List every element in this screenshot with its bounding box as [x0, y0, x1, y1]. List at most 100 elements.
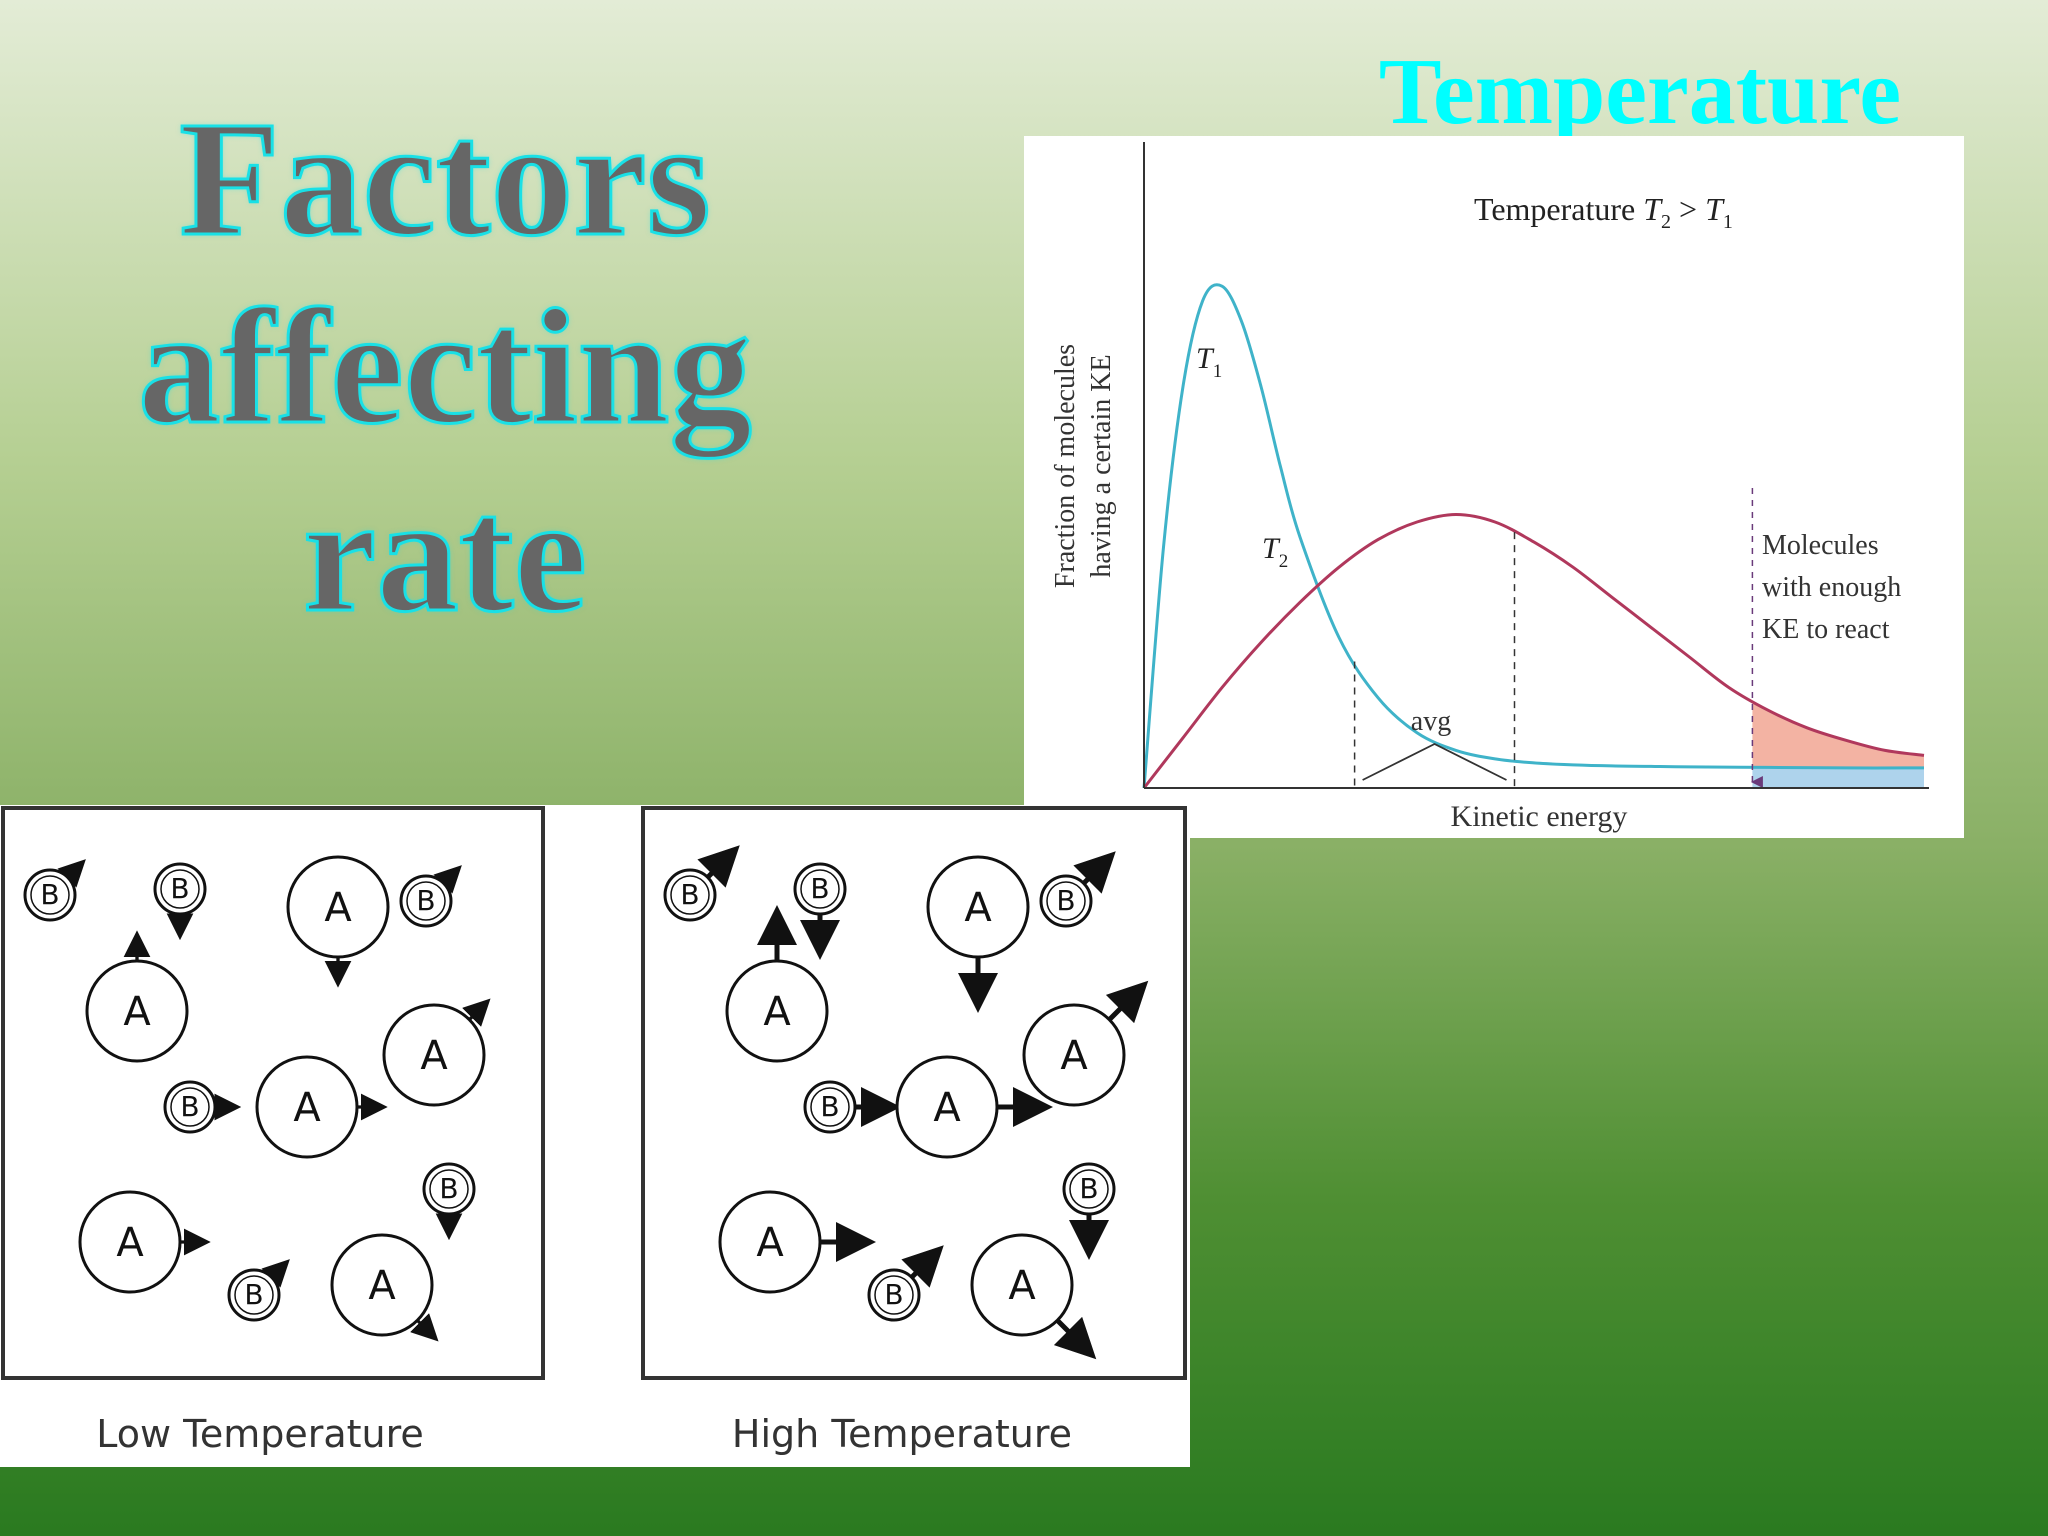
particle-b: B — [399, 865, 462, 928]
particle-label: A — [756, 1220, 784, 1266]
particle-a: A — [330, 1233, 439, 1342]
particle-a: A — [895, 1055, 1053, 1159]
chart-title-text: Temperature — [1474, 191, 1643, 227]
high-temperature-caption: High Temperature — [732, 1412, 1072, 1456]
particle-label: B — [439, 1172, 458, 1205]
particle-b: B — [793, 862, 847, 960]
chart-title-gt: > — [1671, 191, 1705, 227]
particle-inner-ring — [429, 1169, 469, 1209]
velocity-arrow — [433, 865, 462, 894]
particle-b: B — [153, 862, 207, 941]
particle-inner-ring — [1046, 881, 1086, 921]
particle-label: A — [1008, 1263, 1036, 1309]
low-temperature-box — [1, 806, 545, 1380]
slide-title-line-3: rate — [302, 462, 589, 648]
velocity-arrow — [1053, 1316, 1097, 1360]
low-temperature-caption: Low Temperature — [96, 1412, 424, 1456]
series-line-t2 — [1142, 512, 1925, 789]
threshold-label-line-3: KE to react — [1762, 614, 1890, 645]
particle-label: B — [680, 878, 699, 911]
particle-circle — [382, 1003, 486, 1107]
velocity-arrow — [1073, 851, 1116, 894]
slide-title-line-1: Factors — [178, 86, 712, 272]
particle-inner-ring — [170, 1087, 210, 1127]
particle-label: B — [244, 1278, 263, 1311]
particle-inner-ring — [874, 1275, 914, 1315]
velocity-arrow — [697, 845, 740, 888]
particle-label: A — [933, 1085, 961, 1131]
particle-label: B — [820, 1090, 839, 1123]
y-axis-label: Fraction of molecules having a certain K… — [1050, 344, 1117, 588]
collision-diagram: B B A B A A B A B A B A B B A B A A B A B A B A Low Temperatur… — [0, 805, 1190, 1467]
velocity-arrow — [410, 1313, 439, 1342]
particle-a: A — [286, 855, 390, 988]
particle-label: A — [123, 989, 151, 1035]
particle-a: A — [718, 1190, 876, 1294]
avg-bracket — [1362, 742, 1507, 781]
chart-title-t1: T — [1705, 191, 1725, 227]
particle-a: A — [970, 1233, 1097, 1360]
particle-inner-ring — [1069, 1169, 1109, 1209]
slide-title-line-2: affecting — [137, 274, 754, 460]
velocity-arrow — [57, 859, 86, 888]
particle-inner-ring — [670, 875, 710, 915]
reactive-tail-t1-shade — [1752, 767, 1924, 788]
particle-b: B — [163, 1080, 242, 1134]
series-label-t1: T1 — [1196, 342, 1222, 382]
series-label-t2-sub: 2 — [1279, 551, 1289, 572]
particle-label: B — [180, 1090, 199, 1123]
slide-title: Factors affecting rate — [80, 85, 810, 649]
particle-label: A — [964, 885, 992, 931]
particle-label: A — [1060, 1033, 1088, 1079]
particle-label: A — [116, 1220, 144, 1266]
particle-b: B — [422, 1162, 476, 1241]
particle-b: B — [227, 1259, 290, 1322]
particle-inner-ring — [406, 881, 446, 921]
particle-b: B — [1039, 851, 1116, 928]
particle-label: B — [1079, 1172, 1098, 1205]
velocity-arrow — [901, 1245, 944, 1288]
particle-inner-ring — [234, 1275, 274, 1315]
particle-label: A — [763, 989, 791, 1035]
y-axis-label-line-2: having a certain KE — [1086, 354, 1117, 577]
particle-inner-ring — [30, 875, 70, 915]
particle-b: B — [663, 845, 740, 922]
high-temperature-box — [641, 806, 1187, 1380]
particle-circle — [330, 1233, 434, 1337]
chart-svg: Temperature T2 > T1 Fraction of molecule… — [1050, 142, 1929, 833]
particle-b: B — [1062, 1162, 1116, 1260]
particle-a: A — [255, 1055, 388, 1159]
series-label-t1-sub: 1 — [1213, 361, 1223, 382]
particle-label: A — [293, 1085, 321, 1131]
particle-a: A — [725, 905, 829, 1063]
high-temperature-particles: B B A B A A B A B A B A — [663, 845, 1149, 1360]
y-axis-label-line-1: Fraction of molecules — [1050, 344, 1081, 588]
reactive-tail-t2-shade — [1752, 701, 1924, 768]
avg-label: avg — [1411, 706, 1451, 737]
particle-label: A — [324, 885, 352, 931]
series-line-t1 — [1142, 283, 1925, 789]
particle-b: B — [867, 1245, 944, 1322]
series-label-t2-text: T — [1262, 532, 1281, 565]
particle-inner-ring — [800, 869, 840, 909]
ke-distribution-chart: Temperature T2 > T1 Fraction of molecule… — [1024, 136, 1964, 838]
chart-title: Temperature T2 > T1 — [1474, 191, 1733, 233]
particle-circle — [1022, 1003, 1126, 1107]
particle-label: B — [40, 878, 59, 911]
velocity-arrow — [1105, 980, 1149, 1024]
chart-title-t2-sub: 2 — [1661, 211, 1671, 233]
particle-a: A — [382, 998, 491, 1107]
particle-label: B — [416, 884, 435, 917]
particle-a: A — [1022, 980, 1149, 1107]
particle-inner-ring — [810, 1087, 850, 1127]
particle-a: A — [926, 855, 1030, 1013]
particle-label: B — [884, 1278, 903, 1311]
threshold-label: Molecules with enough KE to react — [1762, 530, 1901, 645]
temperature-heading: Temperature — [1378, 42, 1902, 136]
threshold-label-line-1: Molecules — [1762, 530, 1879, 561]
diagram-svg: B B A B A A B A B A B A B B A B A A B A B A B A Low Temperatur… — [1, 806, 1187, 1456]
particle-label: B — [170, 872, 189, 905]
particle-b: B — [23, 859, 86, 922]
threshold-label-line-2: with enough — [1762, 572, 1901, 603]
chart-title-t1-sub: 1 — [1723, 211, 1733, 233]
